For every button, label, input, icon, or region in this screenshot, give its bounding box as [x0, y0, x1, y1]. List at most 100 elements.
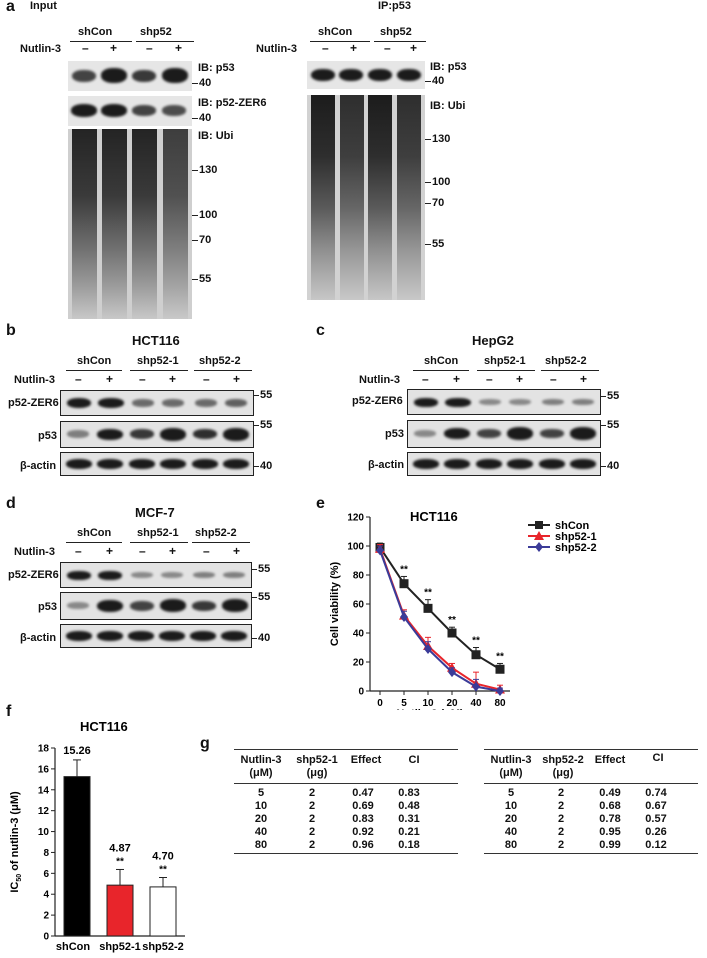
input-sign-2: +: [110, 41, 118, 55]
ip-ib-ubi: IB: Ubi: [430, 100, 466, 112]
b-p53-mw-tick: [253, 425, 259, 426]
c-sign-1: –: [422, 372, 429, 386]
d-actin-blot: [60, 624, 252, 648]
value-label: 4.70: [152, 851, 173, 863]
g-table1-mid-rule: [234, 783, 458, 784]
input-ubi-130-tick: [192, 170, 198, 171]
table-cell: 2: [308, 786, 316, 799]
table-cell: 0.95: [599, 825, 621, 838]
significance-label: **: [448, 615, 456, 626]
table-cell: 2: [557, 812, 565, 825]
panel-f-letter: f: [6, 703, 12, 720]
table-cell: 0.18: [398, 838, 420, 851]
table-cell: 0.31: [398, 812, 420, 825]
d-sign-2: +: [106, 544, 114, 558]
significance-label: **: [159, 865, 167, 876]
c-group-1-line: [413, 370, 469, 371]
input-group-shcon: shCon: [78, 26, 113, 38]
d-actin-mw: 40: [258, 632, 271, 644]
data-point: [496, 686, 504, 696]
input-ubi-130: 130: [199, 164, 218, 176]
table-cell: 2: [557, 786, 565, 799]
chart-title: HCT116: [410, 509, 458, 524]
value-label: 4.87: [109, 842, 130, 854]
c-p53-mw: 55: [607, 419, 620, 431]
ip-ubi-100-tick: [425, 182, 431, 183]
input-zer6-blot: [68, 96, 192, 126]
d-p53-blot: [60, 592, 252, 620]
c-zer6-blot: [407, 389, 601, 415]
b-zer6-blot: [60, 390, 254, 416]
table-row: 10 2 0.69 0.48: [238, 799, 432, 812]
legend-marker: [535, 542, 543, 552]
y-tick-label: 0: [358, 687, 364, 698]
b-actin-blot: [60, 452, 254, 476]
input-ubi-blot: [68, 129, 192, 319]
c-sign-3: –: [486, 372, 493, 386]
legend-marker: [535, 521, 543, 529]
table-cell: 2: [308, 799, 316, 812]
d-p53-mw: 55: [258, 591, 271, 603]
c-group-2-line: [477, 370, 535, 371]
ip-group-shp52-line: [374, 41, 426, 42]
d-row-p53-label: p53: [38, 601, 57, 613]
table-row: 20 2 0.83 0.31: [238, 812, 432, 825]
panel-b-letter: b: [6, 322, 16, 339]
data-point: [448, 667, 456, 678]
d-p53-mw-tick: [251, 597, 257, 598]
c-row-p53-label: p53: [385, 428, 404, 440]
table-cell: 0.74: [645, 786, 667, 799]
b-sign-1: –: [75, 372, 82, 386]
c-group-3-line: [541, 370, 599, 371]
input-ib-zer6: IB: p52-ZER6: [198, 97, 267, 109]
c-treatment-label: Nutlin-3: [359, 374, 400, 386]
ip-sign-3: –: [384, 41, 391, 55]
c-group-1: shCon: [424, 355, 459, 367]
table-cell: 10: [504, 799, 518, 812]
d-treatment-label: Nutlin-3: [14, 546, 55, 558]
table-cell: 0.99: [599, 838, 621, 851]
significance-label: **: [424, 588, 432, 599]
data-point: [495, 664, 505, 674]
b-row-actin-label: β-actin: [20, 460, 57, 472]
b-group-3-line: [194, 370, 252, 371]
c-row-actin-label: β-actin: [368, 459, 405, 471]
x-tick-label: shp52-2: [142, 941, 184, 953]
table-cell: 0.21: [398, 825, 420, 838]
ip-ubi-130-tick: [425, 139, 431, 140]
ip-ubi-55: 55: [432, 238, 445, 250]
table-cell: 40: [504, 825, 518, 838]
table-cell: 0.92: [352, 825, 374, 838]
table-cell: 2: [557, 799, 565, 812]
g-table1-header-effect: Effect: [350, 754, 382, 766]
c-p53-blot: [407, 420, 601, 448]
d-zer6-blot: [60, 562, 252, 588]
table-cell: 0.57: [645, 812, 667, 825]
table-cell: 0.26: [645, 825, 667, 838]
legend-label: shCon: [555, 520, 590, 532]
y-tick-label: 4: [43, 890, 49, 901]
input-ib-ubi: IB: Ubi: [198, 130, 234, 142]
c-zer6-mw-tick: [600, 396, 606, 397]
panel-d-letter: d: [6, 495, 16, 512]
g-table2-header-shp: shp52-2 (μg): [542, 754, 584, 779]
g-table1-bottom-rule: [234, 853, 458, 854]
table-cell: 0.96: [352, 838, 374, 851]
significance-label: **: [472, 636, 480, 647]
chart-title: HCT116: [80, 719, 128, 734]
d-group-2-line: [130, 542, 188, 543]
x-tick-label: shCon: [56, 941, 91, 953]
input-sign-1: –: [82, 41, 89, 55]
panel-c-letter: c: [316, 322, 325, 339]
d-row-zer6-label: p52-ZER6: [8, 569, 59, 581]
input-treatment-label: Nutlin-3: [20, 43, 61, 55]
b-group-2-line: [130, 370, 188, 371]
data-point: [471, 650, 481, 660]
b-sign-3: –: [139, 372, 146, 386]
panel-e-letter: e: [316, 495, 325, 512]
input-p53-mw-tick: [192, 83, 198, 84]
table-row: 5 2 0.49 0.74: [488, 786, 680, 799]
panel-g-letter: g: [200, 735, 210, 752]
g-table1: 5 2 0.47 0.83 10 2 0.69 0.48 20 2 0.83 0…: [238, 786, 432, 851]
b-sign-4: +: [169, 372, 177, 386]
